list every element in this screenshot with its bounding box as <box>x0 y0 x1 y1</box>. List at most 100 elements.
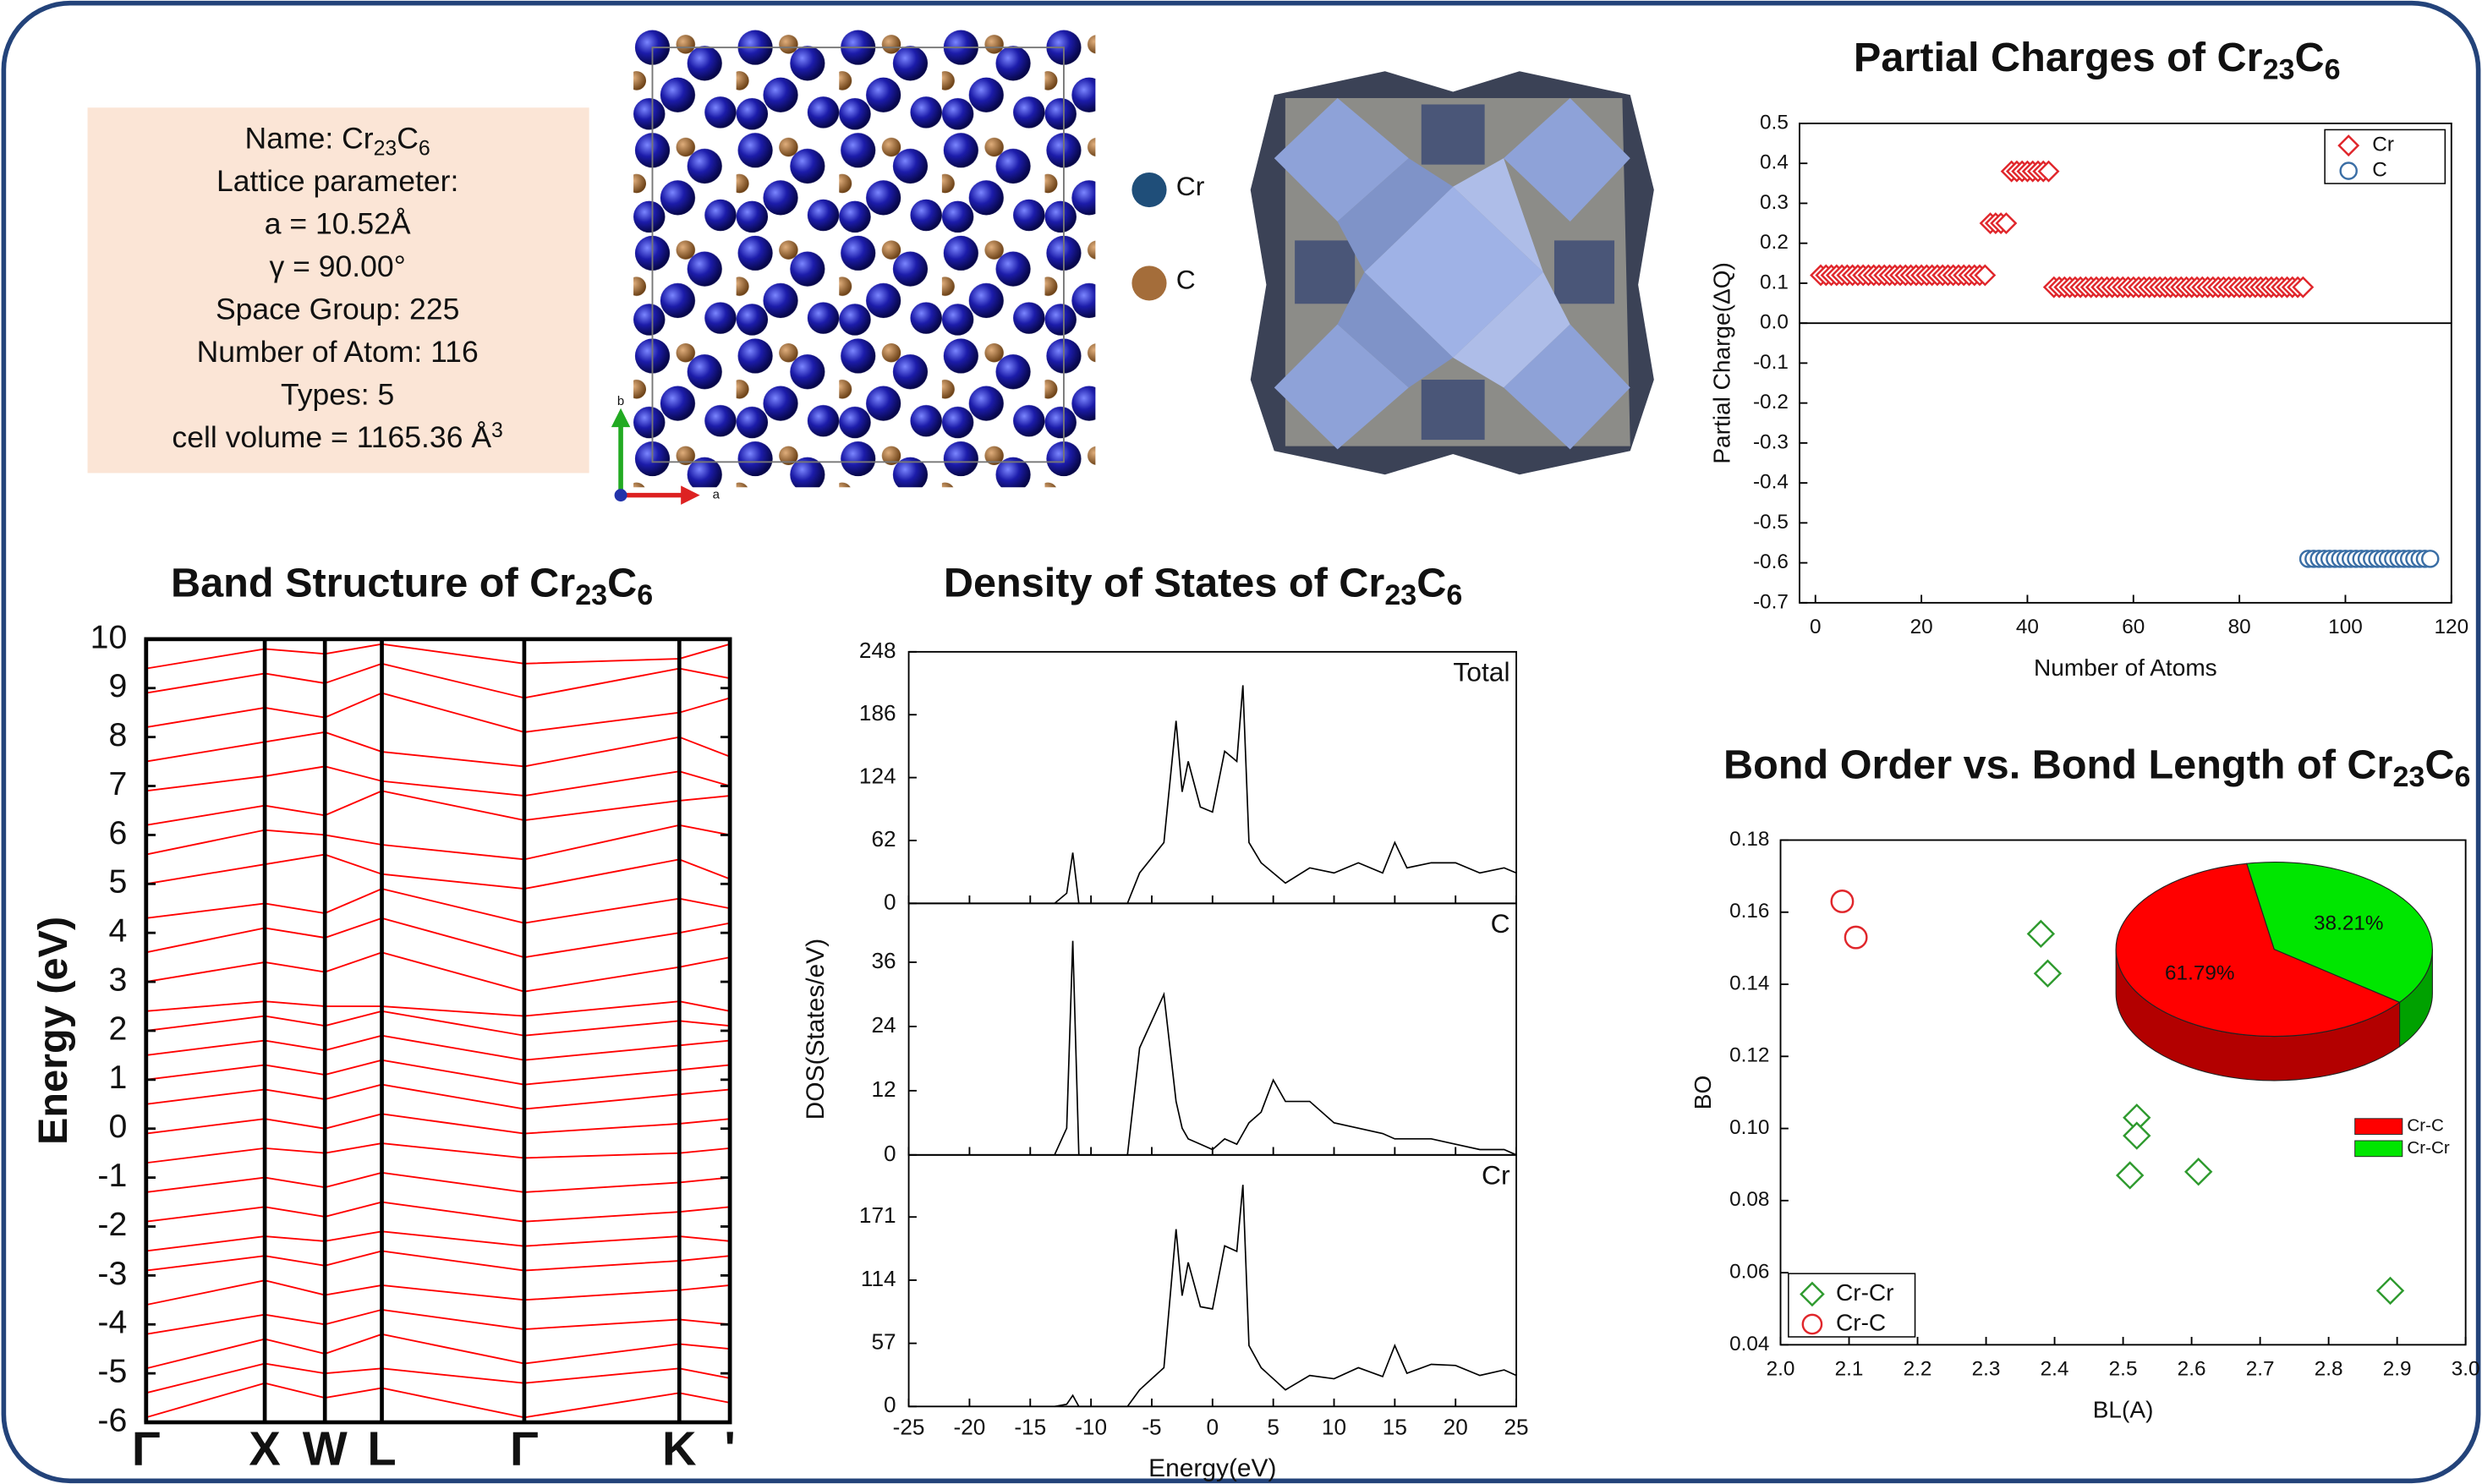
x-tick-label: 2.4 <box>2041 1358 2069 1381</box>
marker <box>2115 1161 2145 1190</box>
x-tick-label: 80 <box>2228 616 2251 638</box>
text-part: Name: Cr <box>245 122 374 156</box>
legend-label: Cr-C <box>2407 1116 2444 1136</box>
y-tick-label: 0 <box>108 1108 127 1145</box>
x-tick-label: 5 <box>1267 1414 1279 1439</box>
y-tick-label: 9 <box>108 667 127 704</box>
x-tick-label: -20 <box>954 1414 986 1439</box>
legend-label: Cr-Cr <box>2407 1138 2449 1158</box>
y-tick-label: 0.1 <box>1760 271 1789 293</box>
text-part: C <box>1416 560 1446 605</box>
script-part: 23 <box>374 136 397 160</box>
y-tick-label: 0.12 <box>1729 1044 1769 1067</box>
y-tick-label: -4 <box>97 1304 127 1341</box>
chart-title: Density of States of Cr23C6 <box>944 560 1462 611</box>
y-tick-label: 10 <box>90 618 128 655</box>
x-tick-label: 0 <box>1810 616 1822 638</box>
marker <box>1830 890 1855 913</box>
legend-swatch <box>1131 266 1167 301</box>
y-tick-label: 6 <box>108 814 127 852</box>
marker <box>1995 212 2018 234</box>
y-tick-label: -0.3 <box>1753 430 1789 453</box>
info-line: γ = 90.00° <box>269 249 405 283</box>
pie-value-label: 61.79% <box>2165 961 2234 984</box>
text-part: Space Group: 225 <box>216 293 459 326</box>
x-tick-label: 40 <box>2016 616 2039 638</box>
x-tick-label: 10 <box>1322 1414 1346 1439</box>
info-line: a = 10.52Å <box>265 207 411 241</box>
y-tick-label: 248 <box>859 638 896 663</box>
y-tick-label: -6 <box>97 1401 127 1438</box>
x-tick-label: Γ <box>132 1421 161 1475</box>
panel-label: Total <box>1453 656 1509 687</box>
y-tick-label: 0.0 <box>1760 311 1789 334</box>
text-part: Band Structure of Cr <box>171 560 575 605</box>
y-tick-label: 0.2 <box>1760 231 1789 254</box>
arrow <box>681 485 700 505</box>
pie-slice <box>2115 862 2401 1038</box>
x-tick-label: 60 <box>2122 616 2145 638</box>
y-tick-label: 186 <box>859 700 896 726</box>
pie-slice <box>2246 862 2433 1003</box>
marker <box>2375 1276 2405 1306</box>
x-tick-label: L <box>367 1421 396 1475</box>
y-tick-label: -0.4 <box>1753 471 1789 494</box>
y-tick-label: 12 <box>871 1076 896 1102</box>
y-tick-label: 8 <box>108 716 127 753</box>
dos-line <box>1054 685 1517 905</box>
script-part: 6 <box>1446 579 1462 611</box>
x-tick-label: K <box>662 1421 697 1475</box>
cell-frame <box>651 47 1065 463</box>
text-part: Partial Charges of Cr <box>1854 35 2263 80</box>
chart-title: Bond Order vs. Bond Length of Cr23C6 <box>1723 742 2470 793</box>
x-tick-label: 2.9 <box>2383 1358 2412 1381</box>
marker <box>2037 160 2060 183</box>
y-tick-label: 0.08 <box>1729 1188 1769 1211</box>
x-tick-label: 2.1 <box>1835 1358 1864 1381</box>
y-axis-label: BO <box>1690 1076 1716 1110</box>
x-tick-label: 15 <box>1383 1414 1407 1439</box>
text-part: Types: 5 <box>281 378 394 412</box>
info-line: Name: Cr23C6 <box>245 122 430 160</box>
y-axis-label: Partial Charge(ΔQ) <box>1709 262 1735 464</box>
text-part: C <box>2424 742 2454 787</box>
y-tick-label: 124 <box>859 764 896 789</box>
x-tick-label: -25 <box>893 1414 925 1439</box>
y-tick-label: 0.3 <box>1760 191 1789 214</box>
y-tick-label: -0.5 <box>1753 511 1789 534</box>
x-tick-label: 100 <box>2328 616 2363 638</box>
legend-swatch <box>2354 1118 2403 1135</box>
y-tick-label: -0.7 <box>1753 590 1789 613</box>
script-part: 23 <box>575 579 607 611</box>
script-part: 3 <box>491 419 503 442</box>
y-tick-label: 0.18 <box>1729 828 1769 851</box>
text-part: Lattice parameter: <box>216 164 458 198</box>
dos-line <box>1054 1185 1517 1408</box>
legend-label: C <box>1176 264 1196 294</box>
info-line: Lattice parameter: <box>216 164 458 198</box>
text-part: Density of States of Cr <box>944 560 1385 605</box>
y-tick-label: 114 <box>861 1266 896 1291</box>
pie-value-label: 38.21% <box>2314 912 2383 935</box>
x-tick-label: 2.2 <box>1904 1358 1932 1381</box>
y-tick-label: 0.06 <box>1729 1261 1769 1284</box>
y-tick-label: 5 <box>108 863 127 901</box>
info-line: Space Group: 225 <box>216 293 459 326</box>
marker <box>2337 134 2360 157</box>
x-tick-label: W <box>303 1421 348 1475</box>
crystal-structure <box>633 28 1096 488</box>
dos-line <box>1054 940 1517 1156</box>
y-tick-label: 0.4 <box>1760 151 1789 174</box>
y-tick-label: 24 <box>871 1012 896 1038</box>
text-part: C <box>397 122 419 156</box>
arrow <box>611 408 631 428</box>
marker <box>2339 162 2358 180</box>
y-tick-label: -3 <box>97 1255 127 1292</box>
marker <box>2420 550 2440 568</box>
marker <box>1974 264 1997 287</box>
y-tick-label: -0.2 <box>1753 391 1789 413</box>
panel-label: C <box>1491 908 1510 939</box>
info-line: Number of Atom: 116 <box>197 335 479 369</box>
